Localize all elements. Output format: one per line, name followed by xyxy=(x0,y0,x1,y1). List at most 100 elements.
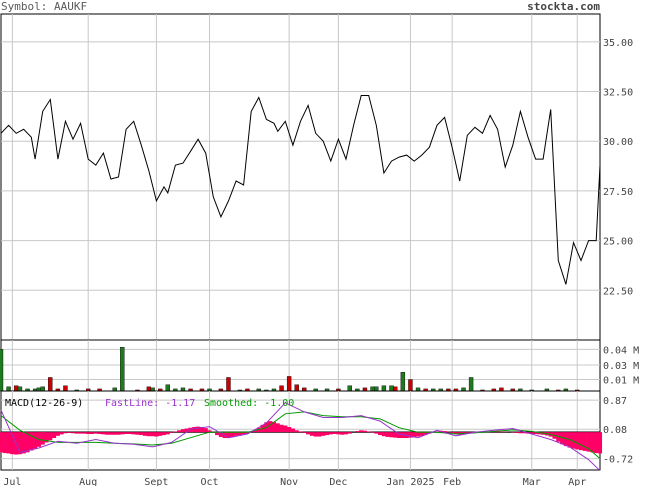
volume-bar xyxy=(279,385,284,392)
macd-histogram-bar xyxy=(6,432,11,454)
macd-histogram-bar xyxy=(389,432,394,438)
macd-histogram-bar xyxy=(397,432,402,439)
y-tick-label: 0.08 xyxy=(603,425,627,436)
x-tick-label: Dec xyxy=(329,477,347,486)
macd-histogram-bar xyxy=(271,421,277,433)
macd-histogram-bar xyxy=(393,432,398,438)
macd-histogram-bar xyxy=(408,432,413,438)
macd-histogram-bar xyxy=(499,431,504,433)
volume-bar xyxy=(0,349,4,392)
macd-histogram-bar xyxy=(453,432,458,434)
macd-histogram-bar xyxy=(522,432,527,434)
macd-histogram-bar xyxy=(192,427,197,433)
volume-bar xyxy=(393,386,398,392)
macd-panel: 0.87 0.08 -0.72 MACD(12-26-9) FastLine: -1.1… xyxy=(0,390,633,472)
volume-bar xyxy=(120,347,125,392)
x-tick-label: Aug xyxy=(79,477,97,486)
macd-histogram-bar xyxy=(241,432,246,435)
macd-histogram-bar xyxy=(17,432,23,455)
y-tick-label: 25.00 xyxy=(603,237,633,248)
macd-histogram-bar xyxy=(215,432,220,436)
macd-histogram-bar xyxy=(237,432,242,436)
macd-histogram-bar xyxy=(234,432,239,436)
volume-bar xyxy=(146,386,152,392)
macd-fast-line xyxy=(0,402,601,472)
macd-histogram-bar xyxy=(419,432,424,436)
volume-bar xyxy=(286,376,292,392)
macd-histogram-bar xyxy=(55,432,60,436)
y-tick-label: 0.01 M xyxy=(603,376,639,387)
y-tick-label: 0.03 M xyxy=(603,361,639,372)
macd-histogram-bar xyxy=(218,432,223,437)
macd-histogram-bar xyxy=(207,430,212,433)
macd-histogram-bar xyxy=(112,432,117,435)
macd-histogram-bar xyxy=(203,428,208,433)
macd-histogram-bar xyxy=(230,432,235,438)
x-axis: Jul Aug Sept Oct Nov Dec Jan 2025 Feb Mar Apr xyxy=(3,477,586,486)
y-tick-label: 22.50 xyxy=(603,286,633,297)
macd-histogram-bar xyxy=(563,432,568,447)
macd-histogram-bar xyxy=(25,432,30,453)
volume-bar xyxy=(165,384,171,392)
macd-histogram-bar xyxy=(120,432,125,435)
macd-histogram-bar xyxy=(2,432,7,454)
macd-histogram-bar xyxy=(78,432,83,434)
macd-histogram-bar xyxy=(59,432,64,435)
macd-histogram-bar xyxy=(177,430,182,433)
macd-histogram-bar xyxy=(199,427,204,433)
macd-histogram-bar xyxy=(245,432,250,434)
macd-histogram-bar xyxy=(89,432,95,434)
macd-smoothed-line xyxy=(0,411,601,459)
macd-histogram-bar xyxy=(366,431,371,433)
macd-histogram-bar xyxy=(309,432,314,436)
macd-histogram-bar xyxy=(268,421,273,433)
macd-histogram-bar xyxy=(415,432,421,437)
macd-histogram-bar xyxy=(108,432,113,435)
macd-histogram-bar xyxy=(378,432,383,436)
macd-histogram-bar xyxy=(324,432,330,436)
macd-histogram-bar xyxy=(124,432,129,434)
volume-bar xyxy=(13,385,19,392)
macd-histogram-bar xyxy=(158,432,163,436)
macd-histogram-bar xyxy=(355,431,360,433)
y-tick-label: -0.72 xyxy=(603,455,633,466)
macd-histogram-bar xyxy=(537,432,542,435)
macd-histogram-bar xyxy=(135,432,140,435)
macd-histogram-bar xyxy=(139,432,144,436)
x-tick-label: Jul xyxy=(3,477,21,486)
macd-histogram-bar xyxy=(10,432,15,455)
macd-histogram-bar xyxy=(67,432,72,433)
macd-histogram-bar xyxy=(150,432,155,437)
volume-bar xyxy=(374,386,379,392)
macd-histogram-bar xyxy=(328,432,333,435)
macd-histogram-bar xyxy=(374,432,379,434)
macd-histogram-bar xyxy=(161,432,167,436)
y-tick-label: 27.50 xyxy=(603,187,633,198)
volume-bar xyxy=(400,372,406,392)
macd-histogram-bar xyxy=(116,432,121,435)
volume-bar xyxy=(6,386,11,392)
volume-bar xyxy=(389,385,394,392)
volume-bar xyxy=(48,377,53,392)
price-line xyxy=(0,95,601,285)
y-tick-label: 0.87 xyxy=(603,396,627,407)
volume-bar xyxy=(40,386,45,392)
macd-smoothed-label: Smoothed: -1.00 xyxy=(204,398,294,409)
macd-histogram-bar xyxy=(154,432,159,437)
volume-bar xyxy=(17,386,23,392)
macd-histogram-bar xyxy=(184,428,189,433)
macd-histogram-bar xyxy=(594,432,599,454)
macd-legend-label: MACD(12-26-9) xyxy=(5,398,83,409)
macd-histogram-bar xyxy=(313,432,318,437)
macd-histogram-bar xyxy=(529,432,534,434)
x-tick-label: Jan 2025 xyxy=(386,477,434,486)
macd-histogram-bar xyxy=(347,432,352,434)
macd-histogram-bar xyxy=(283,425,288,433)
volume-bar xyxy=(226,377,231,392)
macd-histogram-bar xyxy=(105,432,110,435)
x-tick-label: Apr xyxy=(568,477,586,486)
macd-histogram-bar xyxy=(450,432,455,433)
y-tick-label: 32.50 xyxy=(603,88,633,99)
macd-histogram-bar xyxy=(321,432,326,436)
